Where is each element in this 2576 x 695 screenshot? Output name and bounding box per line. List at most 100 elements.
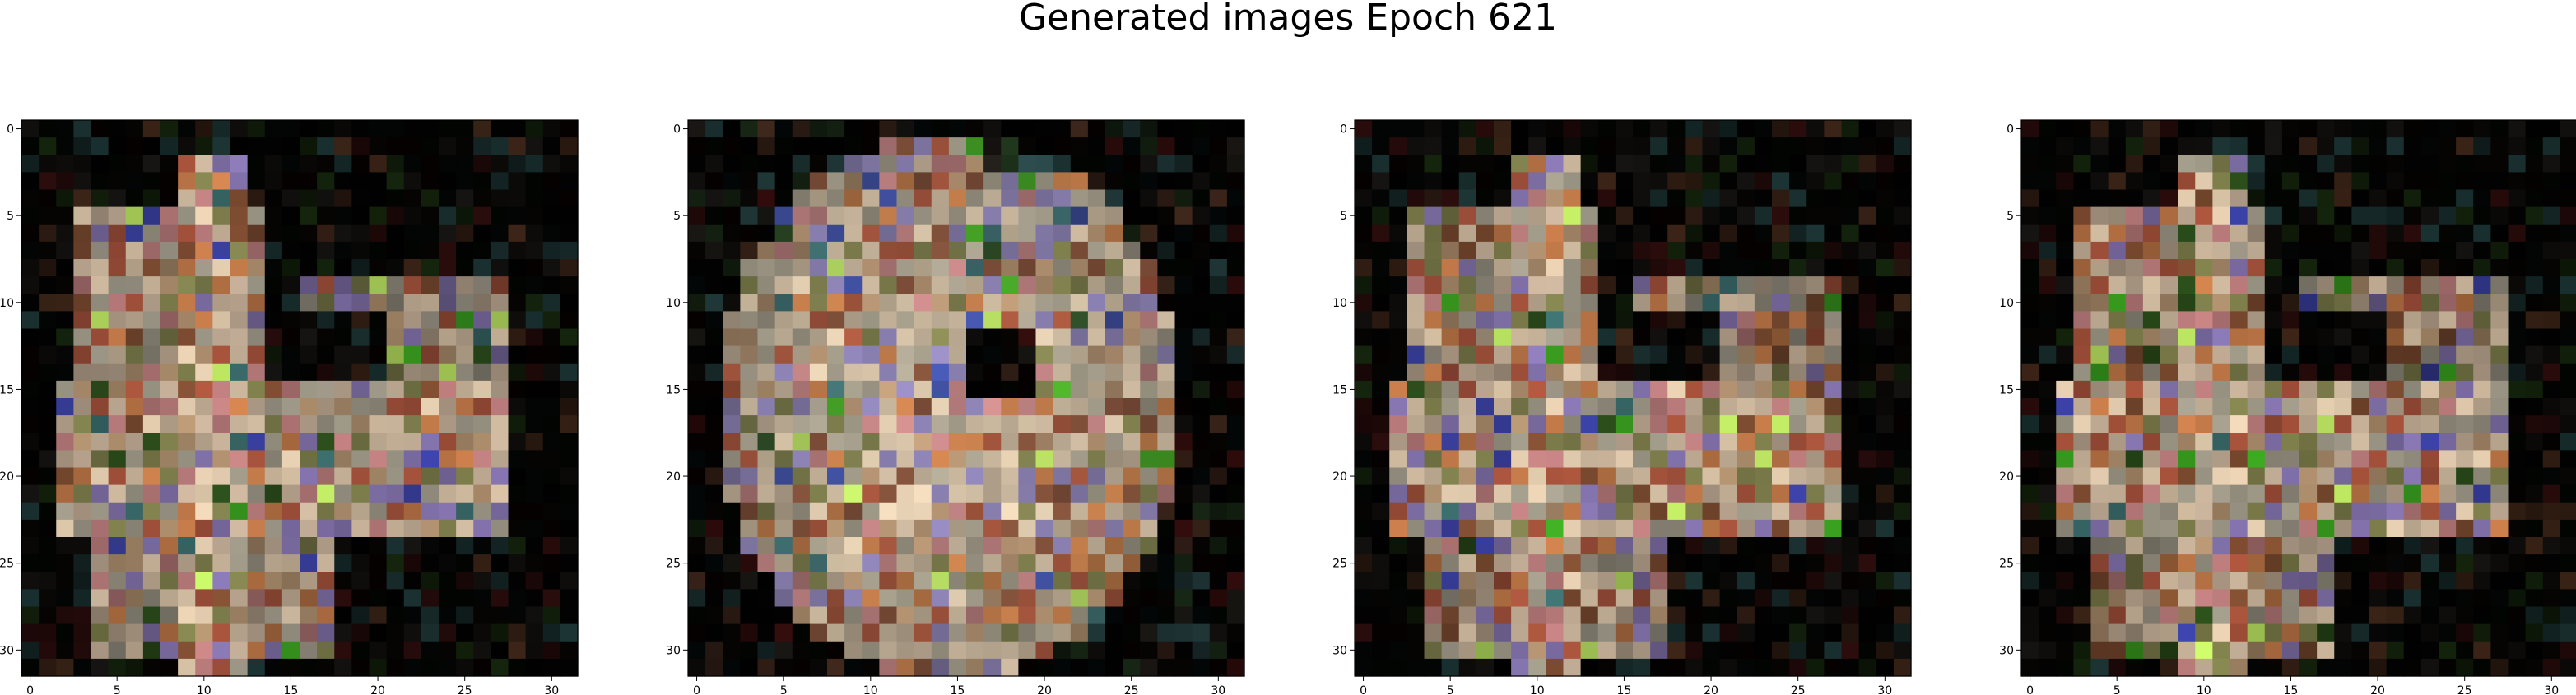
image-pixel xyxy=(2073,346,2091,364)
image-pixel xyxy=(91,190,109,208)
image-pixel xyxy=(334,346,352,364)
image-pixel xyxy=(1859,468,1877,486)
image-pixel xyxy=(21,242,40,260)
image-pixel xyxy=(827,537,845,555)
image-pixel xyxy=(526,207,544,225)
image-pixel xyxy=(1842,311,1860,329)
image-pixel xyxy=(2526,172,2544,190)
image-pixel xyxy=(2195,381,2213,399)
image-pixel xyxy=(1227,364,1245,382)
image-pixel xyxy=(1511,589,1529,607)
image-pixel xyxy=(1842,485,1860,503)
image-pixel xyxy=(1616,242,1634,260)
image-pixel xyxy=(2143,398,2161,416)
image-pixel xyxy=(723,589,741,607)
image-pixel xyxy=(1105,659,1123,677)
y-tick-label: 15 xyxy=(0,383,14,396)
image-pixel xyxy=(526,172,544,190)
image-pixel xyxy=(1494,468,1512,486)
image-pixel xyxy=(1511,120,1529,138)
image-pixel xyxy=(351,659,370,677)
image-pixel xyxy=(300,642,318,660)
image-pixel xyxy=(248,537,266,555)
image-pixel xyxy=(1053,607,1072,625)
image-pixel xyxy=(2351,155,2369,173)
image-pixel xyxy=(473,276,491,294)
image-pixel xyxy=(2178,120,2196,138)
image-pixel xyxy=(1355,468,1373,486)
image-pixel xyxy=(300,346,318,364)
image-pixel xyxy=(2456,276,2474,294)
image-pixel xyxy=(248,572,266,590)
image-pixel xyxy=(2351,381,2369,399)
image-pixel xyxy=(1894,294,1912,312)
image-pixel xyxy=(1407,364,1425,382)
image-pixel xyxy=(2073,415,2091,433)
image-pixel xyxy=(1772,572,1790,590)
image-pixel xyxy=(827,364,845,382)
image-pixel xyxy=(160,485,179,503)
image-pixel xyxy=(2387,450,2405,468)
image-pixel xyxy=(1546,554,1564,572)
image-pixel xyxy=(932,329,950,347)
image-pixel xyxy=(1157,572,1175,590)
image-pixel xyxy=(282,398,300,416)
image-pixel xyxy=(723,242,741,260)
image-pixel xyxy=(1494,572,1512,590)
image-pixel xyxy=(160,329,179,347)
image-pixel xyxy=(1528,346,1546,364)
image-pixel xyxy=(317,450,335,468)
image-pixel xyxy=(334,607,352,625)
image-pixel xyxy=(2404,190,2422,208)
image-pixel xyxy=(1442,624,1460,642)
image-pixel xyxy=(1546,520,1564,538)
image-pixel xyxy=(1824,624,1842,642)
image-pixel xyxy=(966,120,984,138)
image-pixel xyxy=(1476,642,1495,660)
image-pixel xyxy=(560,172,579,190)
image-pixel xyxy=(439,120,457,138)
image-pixel xyxy=(1564,468,1582,486)
image-pixel xyxy=(1210,207,1228,225)
image-pixel xyxy=(2178,364,2196,382)
image-pixel xyxy=(160,642,179,660)
image-pixel xyxy=(265,624,283,642)
image-pixel xyxy=(1123,415,1141,433)
image-pixel xyxy=(2560,433,2576,451)
image-pixel xyxy=(1175,172,1193,190)
image-pixel xyxy=(351,242,370,260)
image-pixel xyxy=(2073,137,2091,155)
image-pixel xyxy=(2109,207,2127,225)
image-pixel xyxy=(1564,659,1582,677)
image-pixel xyxy=(1564,346,1582,364)
image-pixel xyxy=(1755,537,1773,555)
image-pixel xyxy=(1685,607,1703,625)
image-pixel xyxy=(1616,607,1634,625)
image-pixel xyxy=(2230,589,2248,607)
image-pixel xyxy=(740,415,758,433)
image-pixel xyxy=(1193,659,1211,677)
image-pixel xyxy=(509,642,527,660)
image-pixel xyxy=(1633,624,1651,642)
image-pixel xyxy=(1193,155,1211,173)
image-pixel xyxy=(2543,311,2561,329)
image-pixel xyxy=(560,276,579,294)
image-pixel xyxy=(421,520,439,538)
image-pixel xyxy=(966,294,984,312)
image-pixel xyxy=(705,381,723,399)
image-pixel xyxy=(983,624,1002,642)
image-pixel xyxy=(1581,503,1599,521)
image-pixel xyxy=(143,415,161,433)
image-pixel xyxy=(2091,450,2109,468)
image-pixel xyxy=(740,225,758,243)
image-pixel xyxy=(966,276,984,294)
image-pixel xyxy=(2212,207,2230,225)
image-pixel xyxy=(2490,415,2509,433)
image-pixel xyxy=(1703,346,1721,364)
image-pixel xyxy=(1053,364,1072,382)
image-pixel xyxy=(688,659,706,677)
image-pixel xyxy=(2526,624,2544,642)
y-tick-label: 15 xyxy=(1999,383,2014,396)
image-pixel xyxy=(1442,276,1460,294)
image-pixel xyxy=(160,242,179,260)
